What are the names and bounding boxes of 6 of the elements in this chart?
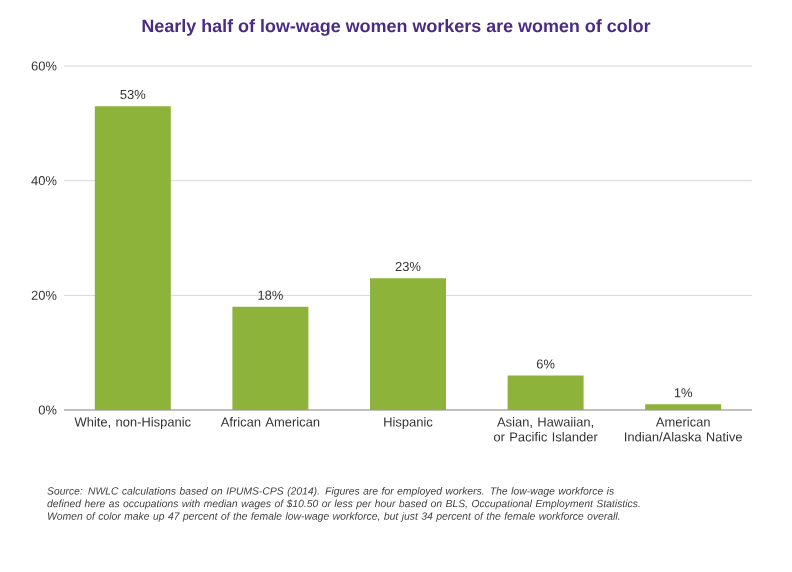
bar	[94, 106, 171, 411]
chart-title: Nearly half of low-wage women workers are women of color	[142, 19, 651, 36]
bar	[507, 375, 584, 411]
bar	[232, 306, 309, 411]
bar	[645, 404, 722, 411]
bar	[370, 278, 446, 411]
